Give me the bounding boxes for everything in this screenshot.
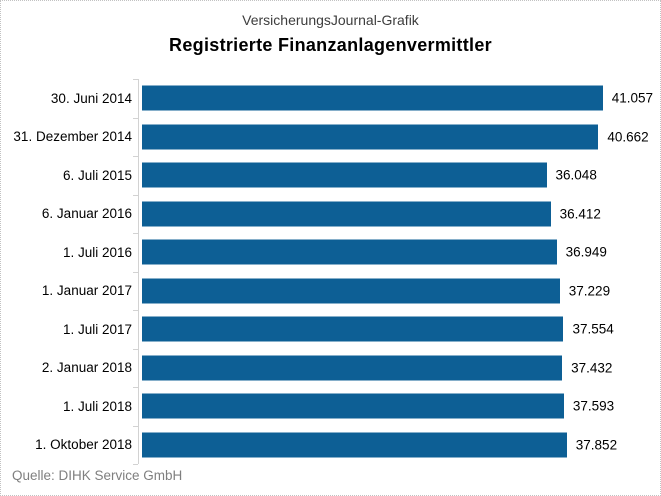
axis-tick [133, 117, 138, 119]
category-label: 1. Juli 2016 [62, 244, 132, 260]
plot-area: 30. Juni 2014 41.057 31. Dezember 2014 40.6… [1, 79, 660, 465]
category-label: 2. Januar 2018 [41, 360, 132, 376]
category-label: 1. Juli 2018 [62, 398, 132, 414]
category-label: 1. Januar 2017 [41, 283, 132, 299]
value-label: 36.949 [565, 244, 607, 260]
category-label: 1. Oktober 2018 [35, 437, 132, 453]
chart-row: 1. Oktober 2018 37.852 [1, 426, 660, 465]
chart-row: 1. Juli 2016 36.949 [1, 233, 660, 272]
chart-row: 1. Juli 2017 37.554 [1, 310, 660, 349]
axis-tick [133, 464, 138, 465]
value-label: 37.852 [575, 437, 618, 453]
axis-tick [133, 425, 138, 427]
bar [142, 355, 563, 381]
category-label: 6. Januar 2016 [41, 206, 132, 222]
bar [142, 124, 599, 150]
value-label: 37.554 [572, 321, 614, 337]
bar [142, 85, 603, 111]
value-label: 37.229 [568, 283, 611, 299]
category-label: 1. Juli 2017 [62, 321, 132, 337]
bar [142, 278, 560, 304]
source-note: Quelle: DIHK Service GmbH [12, 468, 183, 483]
value-label: 37.432 [571, 360, 613, 376]
category-label: 31. Dezember 2014 [13, 129, 132, 145]
value-label: 36.048 [555, 167, 597, 183]
chart-row: 1. Januar 2017 37.229 [1, 272, 660, 311]
axis-tick [133, 271, 138, 273]
axis-tick [133, 79, 138, 80]
chart-row: 31. Dezember 2014 40.662 [1, 118, 660, 157]
bar [142, 316, 564, 342]
bar [142, 162, 547, 188]
category-label: 6. Juli 2015 [62, 167, 132, 183]
value-label: 41.057 [611, 90, 654, 106]
bar [142, 432, 567, 458]
chart-header: VersicherungsJournal-Grafik [242, 12, 419, 28]
category-label: 30. Juni 2014 [50, 90, 132, 106]
chart-row: 6. Juli 2015 36.048 [1, 156, 660, 195]
axis-tick [133, 233, 138, 234]
y-axis-line [138, 79, 139, 464]
chart-row: 2. Januar 2018 37.432 [1, 349, 660, 388]
value-label: 40.662 [607, 129, 649, 145]
bar [142, 201, 551, 227]
bar [142, 393, 564, 419]
value-label: 36.412 [559, 206, 601, 222]
axis-tick [133, 310, 138, 311]
chart-row: 30. Juni 2014 41.057 [1, 79, 660, 118]
bar [142, 239, 557, 265]
axis-tick [133, 387, 138, 388]
chart-row: 1. Juli 2018 37.593 [1, 387, 660, 426]
chart-row: 6. Januar 2016 36.412 [1, 195, 660, 234]
axis-tick [133, 194, 138, 196]
chart-title: Registrierte Finanzanlagenvermittler [169, 35, 492, 55]
axis-tick [133, 348, 138, 350]
value-label: 37.593 [572, 398, 615, 414]
axis-tick [133, 156, 138, 157]
